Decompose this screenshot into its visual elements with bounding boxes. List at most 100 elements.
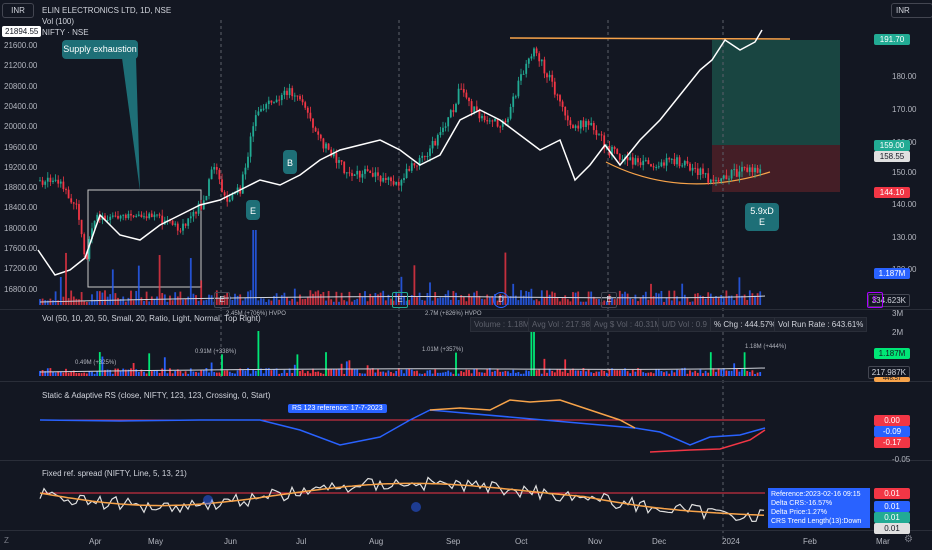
volume-pane-bar: [595, 371, 598, 376]
volume-pane-bar: [442, 372, 444, 376]
supply-exhaustion-callout[interactable]: Supply exhaustion: [62, 40, 138, 59]
candle-body: [96, 214, 99, 221]
volume-pane-bar: [93, 373, 96, 376]
volume-bar: [392, 300, 395, 305]
earnings-event-icon[interactable]: E: [214, 292, 230, 308]
volume-pane-bar: [179, 371, 182, 376]
volume-pane-bar: [148, 353, 151, 376]
volume-pane-bar: [478, 372, 481, 376]
event-e-icon-right[interactable]: E: [867, 292, 883, 308]
candle-body: [501, 120, 504, 127]
e-marker-5-9xd[interactable]: 5.9xD E: [745, 203, 779, 231]
volume-bar: [582, 301, 585, 305]
volume-bar: [314, 291, 317, 305]
rs-tag-zero: 0.00: [874, 415, 910, 426]
volume-bar: [592, 296, 595, 305]
candle-body: [473, 106, 476, 112]
candle-body: [114, 215, 117, 217]
timezone-icon[interactable]: Z: [4, 536, 9, 545]
volume-pane-title[interactable]: Vol (50, 10, 20, 50, Small, 20, Ratio, L…: [42, 314, 261, 323]
volume-bar: [57, 300, 60, 305]
volume-pane-bar: [683, 367, 686, 376]
volume-pane-bar: [496, 368, 499, 376]
candle-body: [637, 158, 639, 163]
candle-body: [535, 48, 538, 54]
volume-pane-bar: [382, 371, 385, 376]
candle-body: [569, 120, 572, 126]
vol-pane-volume-tag: 1.187M: [874, 348, 910, 359]
earnings-event-icon[interactable]: E: [392, 292, 408, 308]
candle-body: [715, 180, 717, 182]
settings-gear-icon[interactable]: ⚙: [904, 534, 913, 545]
volume-bar: [70, 290, 73, 305]
rs-pane-title[interactable]: Static & Adaptive RS (close, NIFTY, 123,…: [42, 391, 271, 400]
left-currency-button[interactable]: INR: [2, 3, 34, 18]
candle-body: [145, 216, 148, 219]
volume-pane-bar: [174, 370, 177, 376]
candle-body: [444, 126, 447, 128]
candle-body: [137, 214, 140, 216]
right-currency-button[interactable]: INR: [891, 3, 932, 18]
volume-pane-bar: [322, 373, 325, 376]
volume-bar: [59, 277, 62, 305]
candle-body: [80, 219, 83, 235]
rs-reference-label[interactable]: RS 123 reference: 17-7-2023: [288, 404, 387, 413]
b-marker[interactable]: B: [283, 150, 297, 174]
earnings-event-icon[interactable]: E: [601, 292, 617, 308]
candle-body: [754, 167, 756, 173]
candle-body: [759, 169, 762, 173]
volume-pane-bar: [59, 371, 62, 376]
volume-stat: Avg Vol : 217.98K: [528, 317, 600, 332]
candle-body: [746, 167, 749, 172]
time-axis-label: Apr: [89, 537, 102, 546]
volume-bar: [543, 297, 546, 305]
volume-pane-bar: [598, 371, 600, 376]
volume-bar: [343, 300, 346, 305]
volume-bar: [306, 296, 309, 305]
candle-body: [132, 215, 135, 217]
volume-pane-bar: [483, 372, 486, 376]
candle-body: [270, 100, 273, 103]
volume-pane-bar: [676, 369, 678, 376]
volume-bar: [335, 291, 338, 305]
volume-title[interactable]: Vol (100): [42, 17, 75, 26]
candle-body: [244, 167, 247, 175]
volume-bar: [525, 290, 528, 305]
dividend-event-icon[interactable]: D: [493, 292, 509, 308]
volume-bar: [192, 293, 195, 305]
compare-title[interactable]: NIFTY · NSE: [42, 28, 89, 37]
right-axis-tick: 170.00: [892, 105, 917, 114]
candle-body: [722, 175, 725, 179]
candle-body: [533, 48, 535, 57]
volume-bar: [691, 301, 694, 305]
volume-bar: [442, 297, 444, 305]
volume-pane-bar: [553, 372, 556, 376]
volume-bar: [514, 295, 517, 305]
candle-body: [418, 157, 421, 166]
candle-body: [465, 92, 468, 98]
volume-pane-bar: [358, 373, 361, 376]
volume-bar: [559, 301, 561, 305]
volume-bar: [512, 283, 515, 305]
candle-body: [598, 134, 600, 136]
volume-bar: [410, 295, 413, 305]
volume-bar: [566, 299, 569, 305]
volume-bar: [696, 293, 699, 305]
volume-bar: [655, 292, 658, 305]
e-marker[interactable]: E: [246, 200, 260, 220]
volume-pane-bar: [512, 369, 515, 376]
spread-tag-3: 0.01: [874, 512, 910, 523]
volume-bar: [650, 283, 652, 305]
spread-pane-title[interactable]: Fixed ref. spread (NIFTY, Line, 5, 13, 2…: [42, 469, 187, 478]
candle-body: [59, 181, 62, 184]
time-axis-label: Dec: [652, 537, 667, 546]
volume-bar: [564, 295, 567, 305]
candle-body: [717, 180, 720, 182]
volume-pane-bar: [114, 368, 117, 376]
volume-pane-bar: [621, 370, 624, 376]
symbol-title[interactable]: ELIN ELECTRONICS LTD, 1D, NSE: [42, 6, 172, 15]
volume-bar: [117, 297, 119, 305]
vol-pane-partial-tag: 446.57: [874, 377, 910, 382]
volume-pane-bar: [270, 370, 273, 376]
